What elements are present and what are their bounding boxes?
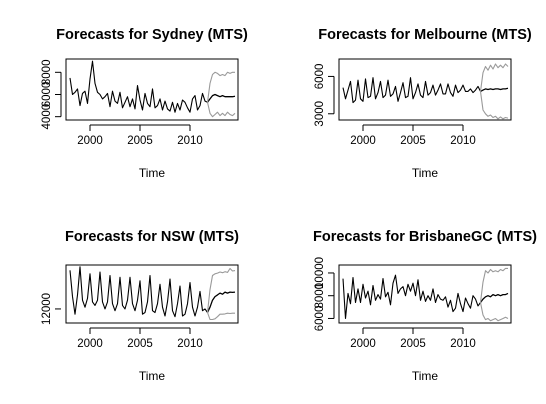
x-axis-label: Time: [412, 166, 439, 180]
lower-interval-line: [206, 102, 236, 118]
x-axis-label: Time: [412, 369, 439, 383]
forecast-mean-line: [480, 87, 509, 92]
x-tick-label: 2000: [350, 338, 376, 350]
history-line: [342, 77, 481, 104]
history-line: [69, 266, 208, 318]
plot-frame: [338, 58, 512, 121]
x-tick-label: 2010: [450, 338, 476, 350]
forecast-mean-line: [206, 291, 236, 313]
y-tick-label: 6000: [314, 64, 326, 90]
y-tick-label: 3000: [314, 101, 326, 127]
y-tick-label: 6000: [314, 306, 326, 332]
plot-frame: [65, 58, 239, 121]
forecast-mean-line: [206, 93, 236, 103]
history-line: [69, 60, 208, 113]
x-tick-label: 2000: [350, 135, 376, 147]
y-tick-label: 8000: [41, 60, 53, 86]
upper-interval-line: [479, 267, 508, 303]
x-axis-label: Time: [139, 369, 166, 383]
x-tick-label: 2010: [450, 135, 476, 147]
history-line: [342, 274, 481, 320]
upper-interval-line: [479, 63, 509, 92]
chart-title: Forecasts for Sydney (MTS): [56, 27, 248, 43]
x-axis-label: Time: [139, 166, 166, 180]
upper-interval-line: [206, 267, 236, 313]
x-tick-label: 2000: [77, 135, 103, 147]
chart-title: Forecasts for BrisbaneGC (MTS): [313, 229, 537, 245]
x-tick-label: 2000: [77, 338, 103, 350]
chart-title: Forecasts for Melbourne (MTS): [318, 27, 532, 43]
plot-frame: [65, 264, 239, 324]
forecast-mean-line: [479, 292, 509, 303]
y-tick-label: 4000: [41, 104, 53, 130]
x-tick-label: 2010: [177, 338, 203, 350]
y-tick-label: 6000: [41, 82, 53, 108]
y-tick-label: 8000: [314, 283, 326, 309]
lower-interval-line: [206, 312, 235, 321]
y-tick-label: 12000: [41, 293, 53, 325]
x-tick-label: 2005: [127, 338, 153, 350]
upper-interval-line: [206, 71, 235, 103]
x-tick-label: 2005: [127, 135, 153, 147]
plot-frame: [338, 264, 512, 324]
lower-interval-line: [479, 302, 509, 322]
chart-title: Forecasts for NSW (MTS): [65, 229, 239, 245]
x-tick-label: 2005: [400, 135, 426, 147]
x-tick-label: 2005: [400, 338, 426, 350]
x-tick-label: 2010: [177, 135, 203, 147]
lower-interval-line: [479, 91, 509, 120]
y-tick-label: 10000: [314, 257, 326, 289]
